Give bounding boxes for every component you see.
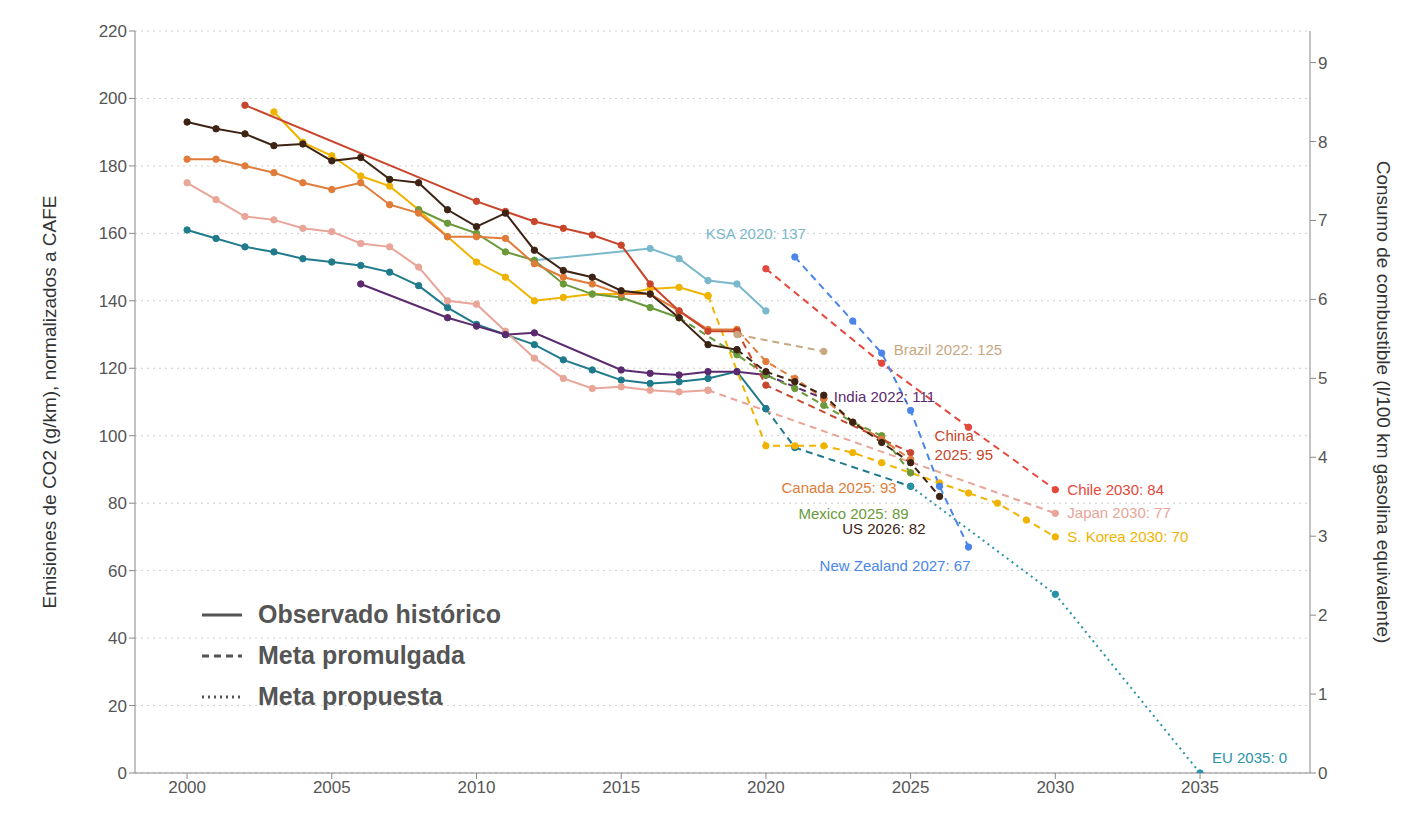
svg-text:2000: 2000: [168, 778, 206, 797]
svg-text:India 2022: 111: India 2022: 111: [834, 388, 935, 405]
svg-text:Japan 2030: 77: Japan 2030: 77: [1067, 504, 1170, 521]
svg-text:2: 2: [1318, 606, 1327, 625]
svg-text:US 2026: 82: US 2026: 82: [842, 520, 925, 537]
svg-text:6: 6: [1318, 290, 1327, 309]
svg-text:8: 8: [1318, 133, 1327, 152]
svg-text:Mexico 2025: 89: Mexico 2025: 89: [799, 505, 909, 522]
svg-text:180: 180: [99, 157, 127, 176]
svg-text:0: 0: [118, 764, 127, 783]
svg-text:China2025: 95: China2025: 95: [935, 427, 993, 463]
svg-text:New Zealand 2027: 67: New Zealand 2027: 67: [820, 557, 971, 574]
svg-text:2030: 2030: [1036, 778, 1074, 797]
svg-text:2015: 2015: [602, 778, 640, 797]
svg-text:0: 0: [1318, 764, 1327, 783]
svg-text:1: 1: [1318, 685, 1327, 704]
svg-text:Canada 2025: 93: Canada 2025: 93: [782, 479, 897, 496]
svg-text:Brazil 2022: 125: Brazil 2022: 125: [894, 341, 1002, 358]
svg-text:120: 120: [99, 359, 127, 378]
svg-text:220: 220: [99, 22, 127, 41]
svg-text:7: 7: [1318, 211, 1327, 230]
html-text:Meta promulgada: Meta promulgada: [258, 641, 465, 669]
svg-text:EU 2035: 0: EU 2035: 0: [1212, 749, 1287, 766]
svg-text:40: 40: [108, 629, 127, 648]
svg-text:9: 9: [1318, 54, 1327, 73]
svg-text:2010: 2010: [458, 778, 496, 797]
svg-text:Chile 2030: 84: Chile 2030: 84: [1067, 481, 1164, 498]
svg-text:2020: 2020: [747, 778, 785, 797]
svg-text:80: 80: [108, 494, 127, 513]
svg-text:2025: 2025: [892, 778, 930, 797]
svg-text:200: 200: [99, 89, 127, 108]
svg-text:S. Korea 2030: 70: S. Korea 2030: 70: [1067, 528, 1188, 545]
svg-text:4: 4: [1318, 448, 1327, 467]
svg-text:Consumo de combustible (l/100: Consumo de combustible (l/100 km gasolin…: [1373, 161, 1394, 644]
svg-text:5: 5: [1318, 369, 1327, 388]
html-text:Meta propuesta: Meta propuesta: [258, 682, 443, 710]
svg-text:140: 140: [99, 292, 127, 311]
svg-text:Emisiones de CO2 (g/km), norma: Emisiones de CO2 (g/km), normalizados a …: [39, 196, 60, 609]
svg-text:3: 3: [1318, 527, 1327, 546]
svg-text:160: 160: [99, 224, 127, 243]
svg-text:20: 20: [108, 697, 127, 716]
svg-text:2035: 2035: [1181, 778, 1219, 797]
svg-text:60: 60: [108, 562, 127, 581]
html-text:Observado histórico: Observado histórico: [258, 600, 502, 628]
svg-text:2005: 2005: [313, 778, 351, 797]
svg-text:KSA 2020: 137: KSA 2020: 137: [706, 225, 806, 242]
svg-text:100: 100: [99, 427, 127, 446]
